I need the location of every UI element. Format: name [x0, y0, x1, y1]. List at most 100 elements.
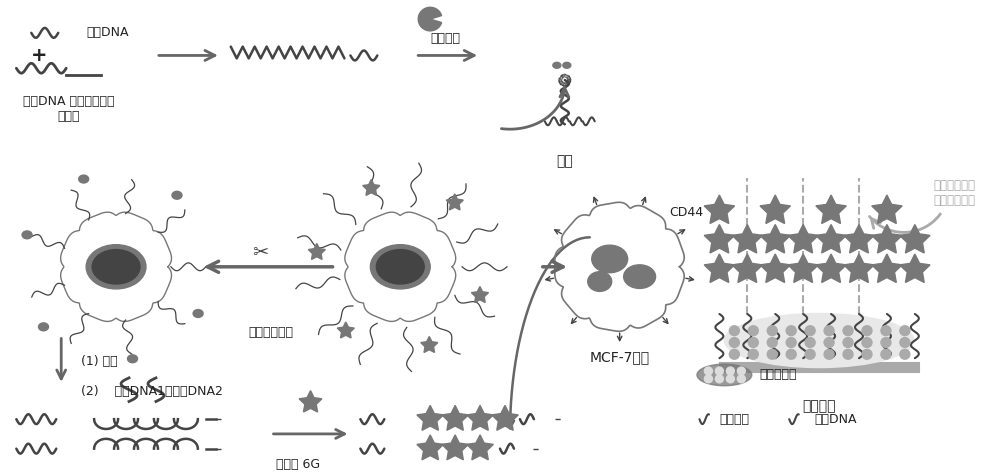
Polygon shape: [363, 180, 380, 195]
Circle shape: [729, 350, 739, 359]
Polygon shape: [446, 194, 463, 210]
Polygon shape: [471, 286, 488, 303]
Polygon shape: [844, 254, 874, 283]
Ellipse shape: [193, 310, 203, 317]
Polygon shape: [418, 7, 442, 31]
Polygon shape: [732, 254, 762, 283]
Text: 限制性内切酶: 限制性内切酶: [248, 326, 293, 339]
Text: 功能DNA 杂交链式反应
引发链: 功能DNA 杂交链式反应 引发链: [23, 95, 115, 123]
Circle shape: [704, 367, 712, 375]
Text: 透明质酸: 透明质酸: [430, 32, 460, 45]
Polygon shape: [442, 435, 468, 460]
Circle shape: [704, 375, 712, 383]
Polygon shape: [417, 435, 443, 460]
Circle shape: [715, 375, 723, 383]
Ellipse shape: [624, 265, 656, 288]
Circle shape: [726, 367, 734, 375]
Ellipse shape: [370, 245, 430, 289]
Circle shape: [881, 338, 891, 347]
Text: ✂: ✂: [252, 243, 269, 262]
Polygon shape: [299, 390, 322, 412]
Circle shape: [786, 338, 796, 347]
Polygon shape: [872, 225, 902, 253]
Polygon shape: [442, 405, 468, 430]
Circle shape: [805, 338, 815, 347]
Polygon shape: [900, 254, 930, 283]
Circle shape: [881, 350, 891, 359]
Circle shape: [843, 338, 853, 347]
Polygon shape: [704, 225, 735, 253]
Circle shape: [737, 367, 745, 375]
Ellipse shape: [128, 355, 138, 363]
Circle shape: [748, 326, 758, 336]
Polygon shape: [872, 195, 902, 224]
Polygon shape: [788, 254, 818, 283]
Text: 电致化学发光
共振能力转移: 电致化学发光 共振能力转移: [934, 179, 976, 207]
Polygon shape: [417, 405, 443, 430]
Polygon shape: [492, 405, 518, 430]
Circle shape: [729, 338, 739, 347]
Text: 疏基己醇: 疏基己醇: [719, 413, 749, 426]
Text: 连接DNA: 连接DNA: [86, 26, 129, 39]
Polygon shape: [872, 254, 902, 283]
Text: MCF-7细胞: MCF-7细胞: [590, 351, 650, 364]
Ellipse shape: [86, 245, 146, 289]
Circle shape: [824, 326, 834, 336]
Polygon shape: [555, 202, 684, 331]
Polygon shape: [760, 225, 790, 253]
Polygon shape: [467, 435, 493, 460]
Polygon shape: [816, 254, 846, 283]
Circle shape: [748, 350, 758, 359]
Circle shape: [748, 338, 758, 347]
Circle shape: [805, 326, 815, 336]
Polygon shape: [345, 212, 456, 322]
Circle shape: [824, 350, 834, 359]
Text: +: +: [31, 46, 48, 65]
Circle shape: [726, 375, 734, 383]
Ellipse shape: [697, 364, 752, 386]
Circle shape: [767, 326, 777, 336]
Text: (2)    发卡DNA1和发卡DNA2: (2) 发卡DNA1和发卡DNA2: [81, 385, 223, 398]
Polygon shape: [844, 225, 874, 253]
Ellipse shape: [588, 272, 612, 291]
Text: CD44: CD44: [670, 206, 704, 219]
Circle shape: [900, 338, 910, 347]
Circle shape: [805, 350, 815, 359]
Polygon shape: [732, 225, 762, 253]
Polygon shape: [704, 195, 735, 224]
Ellipse shape: [376, 249, 424, 284]
Circle shape: [881, 326, 891, 336]
Ellipse shape: [592, 245, 628, 273]
Circle shape: [767, 338, 777, 347]
Circle shape: [715, 367, 723, 375]
Circle shape: [862, 326, 872, 336]
Polygon shape: [308, 244, 325, 259]
Ellipse shape: [92, 249, 140, 284]
Text: 探针: 探针: [556, 154, 573, 168]
Circle shape: [767, 350, 777, 359]
Circle shape: [824, 338, 834, 347]
Circle shape: [786, 326, 796, 336]
Ellipse shape: [724, 314, 914, 368]
Polygon shape: [900, 225, 930, 253]
Ellipse shape: [39, 323, 48, 331]
Text: 罗丹明 6G: 罗丹明 6G: [276, 458, 320, 472]
Circle shape: [786, 350, 796, 359]
Polygon shape: [337, 322, 354, 338]
Circle shape: [900, 350, 910, 359]
Circle shape: [862, 338, 872, 347]
Polygon shape: [760, 254, 790, 283]
Text: 捕获DNA: 捕获DNA: [814, 413, 857, 426]
Polygon shape: [816, 195, 846, 224]
Polygon shape: [61, 212, 172, 322]
Circle shape: [729, 326, 739, 336]
Polygon shape: [760, 195, 790, 224]
Polygon shape: [467, 405, 493, 430]
Text: (1) 离心: (1) 离心: [81, 355, 118, 368]
Polygon shape: [704, 254, 735, 283]
Ellipse shape: [22, 231, 32, 239]
Polygon shape: [788, 225, 818, 253]
Circle shape: [737, 375, 745, 383]
Ellipse shape: [172, 191, 182, 199]
Circle shape: [900, 326, 910, 336]
